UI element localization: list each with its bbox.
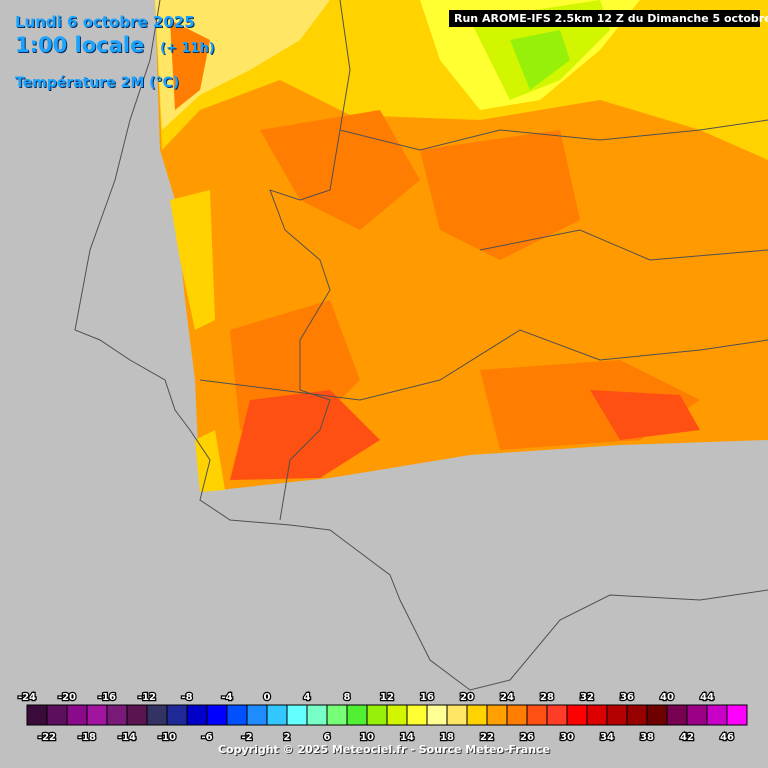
legend-swatch xyxy=(166,704,188,726)
legend-tick-label: -2 xyxy=(241,732,252,743)
legend-tick-label: 42 xyxy=(680,732,694,743)
copyright: Copyright © 2025 Meteociel.fr - Source M… xyxy=(217,743,551,756)
legend-swatch xyxy=(406,704,428,726)
legend-tick-label: -10 xyxy=(158,732,176,743)
legend-swatch xyxy=(86,704,108,726)
legend-tick-label: 28 xyxy=(540,692,554,703)
legend-swatch xyxy=(486,704,508,726)
legend-tick-label: 32 xyxy=(580,692,594,703)
offset: (+ 11h) xyxy=(160,41,215,56)
legend-swatch xyxy=(466,704,488,726)
legend-swatch xyxy=(286,704,308,726)
time: 1:00 locale xyxy=(15,33,145,57)
legend-tick-label: 30 xyxy=(560,732,574,743)
legend-tick-label: 22 xyxy=(480,732,494,743)
legend-swatch xyxy=(206,704,228,726)
legend-tick-label: -4 xyxy=(221,692,232,703)
legend-swatch xyxy=(506,704,528,726)
legend-tick-label: 34 xyxy=(600,732,614,743)
legend-tick-label: 38 xyxy=(640,732,654,743)
legend-swatch xyxy=(106,704,128,726)
legend-tick-label: 20 xyxy=(460,692,474,703)
legend-swatch xyxy=(346,704,368,726)
legend-tick-label: 18 xyxy=(440,732,454,743)
legend-tick-label: 14 xyxy=(400,732,414,743)
legend-tick-label: 26 xyxy=(520,732,534,743)
legend-tick-label: -22 xyxy=(38,732,56,743)
legend-swatch xyxy=(606,704,628,726)
legend-swatch xyxy=(366,704,388,726)
temperature-field xyxy=(155,0,768,492)
legend-tick-label: 44 xyxy=(700,692,714,703)
legend-swatch xyxy=(726,704,748,726)
legend-swatch xyxy=(666,704,688,726)
legend-swatch xyxy=(526,704,548,726)
legend-swatch xyxy=(246,704,268,726)
legend-swatch xyxy=(586,704,608,726)
legend-tick-label: -16 xyxy=(98,692,116,703)
legend-tick-label: -24 xyxy=(18,692,36,703)
legend-tick-label: 4 xyxy=(304,692,311,703)
legend-tick-label: 2 xyxy=(284,732,291,743)
legend-tick-label: 12 xyxy=(380,692,394,703)
borders xyxy=(74,0,768,691)
legend-tick-label: 0 xyxy=(264,692,271,703)
legend-swatch xyxy=(426,704,448,726)
legend-swatch xyxy=(186,704,208,726)
legend-swatch xyxy=(46,704,68,726)
legend-tick-label: -20 xyxy=(58,692,76,703)
legend-tick-label: 40 xyxy=(660,692,674,703)
legend-tick-label: -12 xyxy=(138,692,156,703)
legend-swatch xyxy=(306,704,328,726)
parameter: Température 2M (°C) xyxy=(15,75,180,91)
legend-swatch xyxy=(446,704,468,726)
legend-tick-label: 10 xyxy=(360,732,374,743)
legend-swatch xyxy=(26,704,48,726)
legend-swatch xyxy=(706,704,728,726)
legend: -24-22-20-18-16-14-12-10-8-6-4-202468101… xyxy=(17,691,748,744)
legend-swatch xyxy=(146,704,168,726)
legend-swatch xyxy=(126,704,148,726)
legend-swatch xyxy=(66,704,88,726)
legend-tick-label: 16 xyxy=(420,692,434,703)
legend-swatch xyxy=(566,704,588,726)
legend-tick-label: 6 xyxy=(324,732,331,743)
date: Lundi 6 octobre 2025 xyxy=(15,13,195,31)
legend-tick-label: 24 xyxy=(500,692,514,703)
legend-tick-label: 8 xyxy=(344,692,351,703)
legend-swatch xyxy=(326,704,348,726)
legend-swatch xyxy=(226,704,248,726)
legend-swatch xyxy=(686,704,708,726)
legend-tick-label: 36 xyxy=(620,692,634,703)
legend-tick-label: 46 xyxy=(720,732,734,743)
legend-swatch xyxy=(626,704,648,726)
legend-tick-label: -18 xyxy=(78,732,96,743)
legend-tick-label: -8 xyxy=(181,692,192,703)
legend-tick-label: -6 xyxy=(201,732,212,743)
legend-swatch xyxy=(386,704,408,726)
run-info: Run AROME-IFS 2.5km 12 Z du Dimanche 5 o… xyxy=(449,10,768,27)
legend-swatch xyxy=(646,704,668,726)
legend-tick-label: -14 xyxy=(118,732,136,743)
legend-swatch xyxy=(266,704,288,726)
legend-swatch xyxy=(546,704,568,726)
